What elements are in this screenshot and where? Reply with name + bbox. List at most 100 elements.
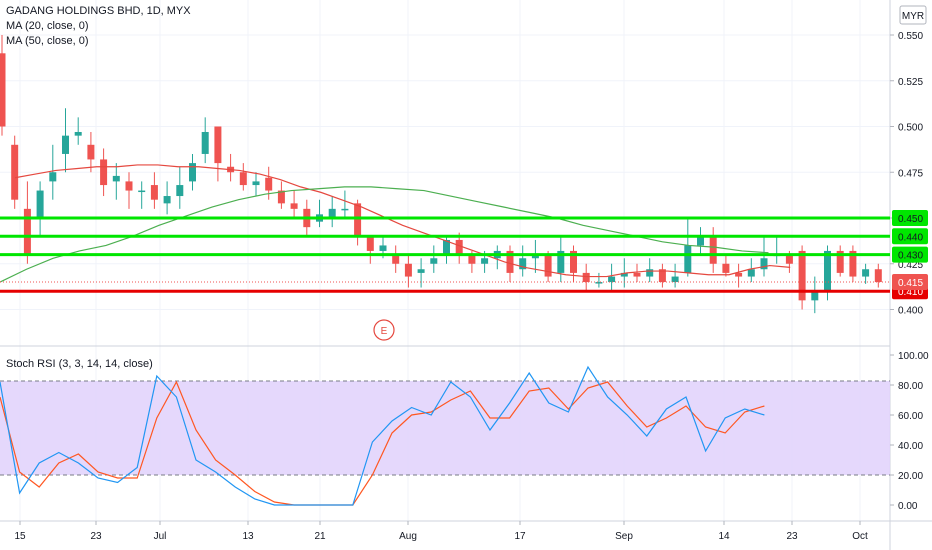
time-tick-label: 13 <box>242 531 254 542</box>
symbol-title[interactable]: GADANG HOLDINGS BHD, 1D, MYX <box>6 5 191 17</box>
candle-body <box>328 208 336 218</box>
candle-body <box>760 258 768 270</box>
time-tick-label: Aug <box>399 531 417 542</box>
currency-label: MYR <box>902 11 924 22</box>
candle-body <box>468 254 476 264</box>
candle-body <box>443 239 450 255</box>
stoch-tick-label: 0.00 <box>898 501 918 512</box>
time-axis[interactable]: 15 23 Jul 13 21 Aug 17 Sep 14 23 Oct <box>14 521 868 542</box>
stoch-tick-label: 100.00 <box>898 351 929 362</box>
last-price-badge[interactable] <box>892 274 928 291</box>
level-badge-label: 0.410 <box>898 287 923 298</box>
candle-body <box>862 269 870 277</box>
candle-body <box>557 250 565 273</box>
candle-body <box>379 245 387 251</box>
price-tick-label: 0.525 <box>898 77 923 88</box>
candle-body <box>100 159 108 186</box>
candle-body <box>633 272 641 277</box>
candle-body <box>252 181 260 186</box>
candle-body <box>531 254 539 259</box>
candle-body <box>582 272 590 283</box>
legend: GADANG HOLDINGS BHD, 1D, MYX MA (20, clo… <box>6 4 191 49</box>
candle-body <box>201 131 209 154</box>
candle-body <box>874 269 882 283</box>
candle-body <box>798 250 806 301</box>
price-tick-label: 0.500 <box>898 123 923 134</box>
level-badge-0.440[interactable] <box>892 228 928 245</box>
stoch-band <box>0 381 890 475</box>
earnings-marker-label: E <box>381 326 388 337</box>
candle-body <box>112 175 120 182</box>
time-tick-label: 15 <box>14 531 26 542</box>
price-tick-label: 0.400 <box>898 306 923 317</box>
candle-body <box>23 208 31 255</box>
stoch-k-line <box>0 365 765 506</box>
horizontal-levels <box>0 216 890 293</box>
candle-body <box>646 269 654 277</box>
candle-body <box>658 269 666 283</box>
candle-body <box>519 258 527 270</box>
stoch-tick-label: 20.00 <box>898 471 923 482</box>
candle-body <box>785 254 793 264</box>
candle-body <box>697 236 704 246</box>
price-tick-label: 0.475 <box>898 168 923 179</box>
candle-body <box>366 236 374 251</box>
candle-body <box>239 172 247 186</box>
candle-body <box>455 239 463 255</box>
candle-body <box>277 190 285 204</box>
time-tick-label: 23 <box>90 531 102 542</box>
currency-badge[interactable] <box>899 5 927 25</box>
price-tick-label: 0.550 <box>898 31 923 42</box>
candle-body <box>36 190 44 218</box>
candle-body <box>608 276 616 283</box>
candle-body <box>417 269 425 273</box>
candle-body <box>354 203 362 237</box>
ma20-line <box>14 164 791 278</box>
candle-body <box>481 258 489 264</box>
candle-body <box>824 250 831 292</box>
candle-body <box>11 144 19 200</box>
time-tick-label: 17 <box>514 531 526 542</box>
time-tick-label: Sep <box>615 531 633 542</box>
time-tick-label: Jul <box>154 531 167 542</box>
candle-body <box>189 163 196 182</box>
candle-body <box>392 254 400 264</box>
level-badge-label: 0.440 <box>898 232 923 243</box>
time-tick-label: 14 <box>718 531 730 542</box>
stoch-tick-label: 60.00 <box>898 411 923 422</box>
candle-body <box>290 203 298 209</box>
candle-body <box>709 236 717 264</box>
candle-body <box>544 254 552 277</box>
candle-body <box>150 185 158 200</box>
price-axis[interactable]: 0.5500.5250.5000.4750.4500.4250.4000.450… <box>890 31 928 317</box>
candle-body <box>74 131 82 136</box>
candle-body <box>163 196 171 204</box>
candle-body <box>620 272 628 277</box>
candle-body <box>214 126 222 164</box>
level-badge-0.450[interactable] <box>892 210 928 226</box>
candle-body <box>811 291 819 301</box>
level-badge-0.430[interactable] <box>892 246 928 263</box>
ma20-legend[interactable]: MA (20, close, 0) <box>6 20 89 32</box>
candle-body <box>49 172 57 182</box>
candle-body <box>671 276 679 283</box>
candle-body <box>404 263 412 277</box>
candle-body <box>836 250 844 273</box>
stoch-legend[interactable]: Stoch RSI (3, 3, 14, 14, close) <box>6 358 153 370</box>
stoch-axis[interactable]: 100.00 80.00 60.00 40.00 20.00 0.00 <box>890 351 929 512</box>
last-price-label: 0.415 <box>898 278 923 289</box>
candle-body <box>62 135 69 154</box>
time-tick-label: Oct <box>852 531 868 542</box>
candle-body <box>849 250 857 277</box>
stoch-lines <box>0 365 765 506</box>
price-tick-label: 0.425 <box>898 260 923 271</box>
candle-body <box>722 263 730 273</box>
candle-body <box>0 53 6 127</box>
candle-body <box>684 245 692 273</box>
candle-body <box>341 208 349 211</box>
ma50-legend[interactable]: MA (50, close, 0) <box>6 35 89 47</box>
earnings-marker[interactable]: E <box>373 319 395 341</box>
level-badge-label: 0.430 <box>898 251 923 262</box>
level-badge-label: 0.450 <box>898 214 923 225</box>
stoch-tick-label: 40.00 <box>898 441 923 452</box>
